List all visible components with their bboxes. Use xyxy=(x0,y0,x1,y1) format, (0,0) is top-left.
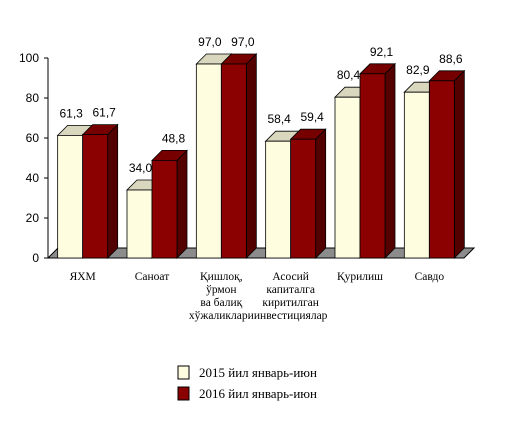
legend-swatch xyxy=(177,365,190,380)
bar xyxy=(151,149,188,259)
chart-bars xyxy=(56,53,466,259)
bar xyxy=(428,69,466,259)
data-label: 61,3 xyxy=(59,106,83,120)
bar-front xyxy=(359,73,386,259)
bar-front xyxy=(82,134,109,259)
bar-front xyxy=(428,80,455,259)
bar-side xyxy=(245,53,257,259)
bar-side xyxy=(176,149,188,259)
bar xyxy=(359,62,396,259)
y-tick-label: 60 xyxy=(26,131,40,145)
y-tick-label: 20 xyxy=(26,211,40,225)
bar xyxy=(220,53,258,259)
bar-front xyxy=(290,138,317,259)
category-label: ЯХМ xyxy=(70,271,96,283)
legend-item: 2015 йил январь-июн xyxy=(177,365,317,380)
y-tick-label: 40 xyxy=(26,171,40,185)
y-tick-label: 0 xyxy=(32,251,39,265)
chart-category-labels: ЯХМ Саноат Қишлоқ, ўрмон ва балиқ хўжаликлари… xyxy=(70,271,445,322)
bar xyxy=(289,128,327,259)
bar-side xyxy=(107,123,119,259)
data-label: 58,4 xyxy=(267,112,291,126)
bar-side xyxy=(384,62,396,259)
bar xyxy=(81,123,119,259)
bar-front xyxy=(195,63,222,259)
legend-swatch xyxy=(177,386,190,401)
category-label: Қурилиш xyxy=(337,271,383,283)
data-label: 88,6 xyxy=(439,52,463,66)
bar-side xyxy=(453,69,465,259)
data-label: 48,8 xyxy=(162,131,186,145)
data-label: 97,0 xyxy=(198,35,222,49)
data-label: 97,0 xyxy=(231,35,255,49)
legend-item: 2016 йил январь-июн xyxy=(177,386,317,401)
bar-front xyxy=(57,134,84,259)
y-tick-label: 80 xyxy=(26,91,40,105)
bar-front xyxy=(126,189,153,259)
bar-front xyxy=(403,91,430,259)
y-tick-label: 100 xyxy=(19,51,39,65)
data-label: 61,7 xyxy=(92,106,116,120)
bar-front xyxy=(265,140,292,259)
chart-axes: 0 20 40 60 80 100 xyxy=(19,51,49,265)
chart-legend: 2015 йил январь-июн 2016 йил январь-июн xyxy=(177,365,317,401)
category-label: Саноат xyxy=(135,271,170,283)
bar-side xyxy=(315,128,327,259)
bar-front xyxy=(151,159,178,259)
category-label: Қишлоқ, ўрмон ва балиқ хўжаликлари xyxy=(189,271,254,322)
data-label: 59,4 xyxy=(300,110,324,124)
data-label: 92,1 xyxy=(370,45,394,59)
data-label: 82,9 xyxy=(406,63,430,77)
category-label: Савдо xyxy=(415,271,445,283)
legend-label: 2016 йил январь-июн xyxy=(199,386,317,401)
legend-label: 2015 йил январь-июн xyxy=(199,365,317,380)
category-label: Асосий капиталга киритилган инвестициялар xyxy=(254,271,328,322)
bar-front xyxy=(334,96,361,259)
data-label: 34,0 xyxy=(129,161,153,175)
bar-front xyxy=(220,63,247,259)
data-label: 80,4 xyxy=(337,68,361,82)
chart-value-labels: 61,3 61,7 34,0 48,8 97,0 97,0 58,4 59,4 80,4 92,1… xyxy=(59,35,462,175)
